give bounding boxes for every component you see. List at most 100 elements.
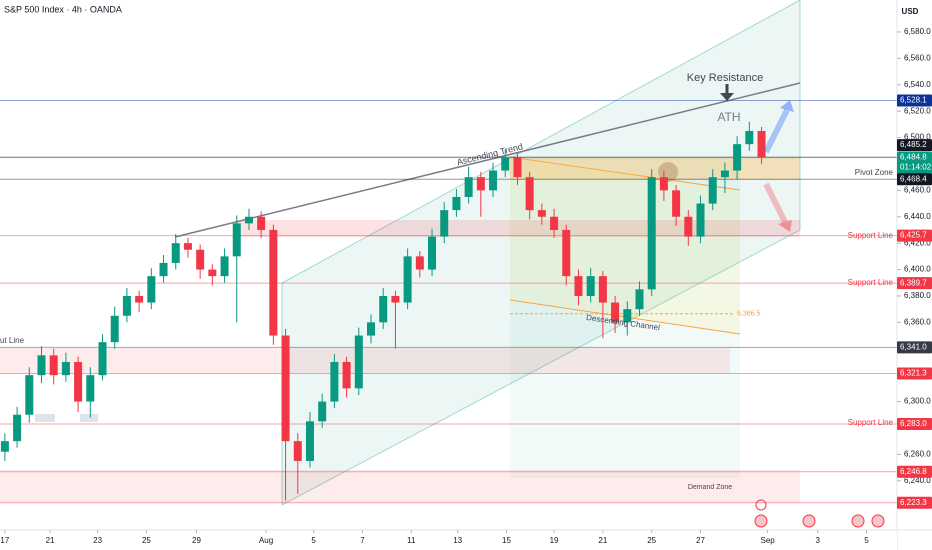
y-tick-label: 6,460.0 bbox=[904, 185, 931, 194]
axis-labels: 6,580.0 6,560.0 6,540.0 6,520.0 6,500.0 6,460… bbox=[0, 27, 932, 545]
channel-line bbox=[509, 156, 741, 191]
candle-body bbox=[525, 177, 534, 211]
candle-body bbox=[244, 216, 253, 224]
level-label: 6,389.7 bbox=[900, 278, 927, 287]
x-tick-label: 3 bbox=[815, 536, 820, 545]
level-label: 6,341.0 bbox=[900, 343, 927, 352]
level-tag bbox=[897, 151, 932, 174]
candle-body bbox=[391, 295, 400, 303]
candle-body bbox=[98, 342, 107, 376]
level-label: 6,246.8 bbox=[900, 467, 927, 476]
candle-body bbox=[489, 170, 498, 191]
candle-body bbox=[354, 335, 363, 389]
level-tag bbox=[897, 418, 932, 430]
candle-body bbox=[171, 243, 180, 263]
level-label: 6,528.1 bbox=[900, 96, 927, 105]
arrow bbox=[763, 182, 788, 224]
candle-body bbox=[379, 295, 388, 323]
level-tag bbox=[897, 496, 932, 509]
x-tick-label: 5 bbox=[311, 536, 316, 545]
chart-title: S&P 500 Index · 4h · OANDA bbox=[4, 4, 122, 14]
x-tick-label: 19 bbox=[550, 536, 559, 545]
candle-body bbox=[25, 375, 34, 415]
event-icon[interactable] bbox=[755, 499, 767, 511]
demand-zone bbox=[0, 470, 800, 503]
y-tick-label: 6,380.0 bbox=[904, 291, 931, 300]
x-tick-label: 17 bbox=[0, 536, 9, 545]
candle-body bbox=[61, 361, 70, 376]
y-tick-label: 6,540.0 bbox=[904, 80, 931, 89]
annotation: Support Line bbox=[848, 418, 894, 427]
candle-body bbox=[647, 177, 656, 290]
candle-body bbox=[403, 256, 412, 303]
y-tick-label: 6,440.0 bbox=[904, 212, 931, 221]
event-icon[interactable] bbox=[871, 514, 885, 528]
price-axis bbox=[897, 0, 932, 550]
event-icon[interactable] bbox=[851, 514, 865, 528]
channel-mark-label: 6,366.5 bbox=[737, 311, 760, 318]
candle-body bbox=[342, 361, 351, 389]
annotation: ut Line bbox=[0, 336, 25, 345]
candle-body bbox=[305, 421, 314, 461]
candle-body bbox=[733, 144, 742, 171]
time-axis bbox=[0, 530, 897, 550]
candle-body bbox=[611, 302, 620, 323]
candle-body bbox=[708, 177, 717, 204]
y-tick-label: 6,260.0 bbox=[904, 449, 931, 458]
annotation: ATH bbox=[717, 110, 740, 124]
level-label: 6,223.3 bbox=[900, 498, 927, 507]
x-tick-label: 29 bbox=[192, 536, 201, 545]
candle-body bbox=[208, 269, 217, 277]
y-tick-label: 6,560.0 bbox=[904, 53, 931, 62]
candle-body bbox=[269, 229, 278, 336]
currency: USD bbox=[902, 7, 919, 16]
level-tag bbox=[897, 465, 932, 478]
x-tick-label: Aug bbox=[259, 536, 273, 545]
y-tick-label: 6,580.0 bbox=[904, 27, 931, 36]
x-tick-label: 5 bbox=[864, 536, 869, 545]
countdown: 01:14:02 bbox=[900, 163, 932, 172]
candle-body bbox=[159, 262, 168, 277]
support-zone bbox=[235, 220, 800, 237]
arrow-head bbox=[778, 220, 792, 232]
y-tick-label: 6,520.0 bbox=[904, 106, 931, 115]
pivot-circle bbox=[658, 162, 678, 182]
level-tag bbox=[897, 229, 932, 242]
level-tag bbox=[897, 367, 932, 380]
candle-body bbox=[257, 216, 266, 230]
level-label: 6,468.4 bbox=[900, 174, 927, 183]
level-label: 6,425.7 bbox=[900, 231, 927, 240]
candle-body bbox=[281, 335, 290, 442]
x-tick-label: 13 bbox=[453, 536, 462, 545]
arrow-head bbox=[780, 100, 794, 112]
level-label: 6,283.0 bbox=[900, 419, 927, 428]
arrow-head bbox=[720, 93, 734, 101]
candle-body bbox=[147, 276, 156, 303]
level-tag bbox=[897, 341, 932, 354]
y-tick-label: 6,400.0 bbox=[904, 265, 931, 274]
x-tick-label: Sep bbox=[761, 536, 776, 545]
level-label: 6,484.8 bbox=[900, 153, 927, 162]
annotation: Demand Zone bbox=[688, 484, 732, 491]
candle-body bbox=[440, 210, 449, 237]
candle-body bbox=[659, 177, 668, 191]
level-label: 6,485.2 bbox=[900, 140, 927, 149]
y-tick-label: 6,300.0 bbox=[904, 397, 931, 406]
level-tag bbox=[897, 94, 932, 107]
trend-line bbox=[174, 82, 801, 238]
y-tick-label: 6,420.0 bbox=[904, 238, 931, 247]
candle-body bbox=[501, 157, 510, 171]
candle-body bbox=[0, 441, 9, 452]
y-tick-label: 6,500.0 bbox=[904, 133, 931, 142]
level-label: 6,321.3 bbox=[900, 369, 927, 378]
support-zone bbox=[0, 348, 730, 373]
candle-body bbox=[513, 157, 522, 178]
candle-body bbox=[183, 243, 192, 250]
event-icon[interactable] bbox=[754, 514, 768, 528]
candle-body bbox=[586, 276, 595, 296]
level-tag bbox=[897, 277, 932, 290]
event-icon[interactable] bbox=[802, 514, 816, 528]
candle-body bbox=[745, 130, 754, 145]
x-tick-label: 11 bbox=[407, 536, 416, 545]
